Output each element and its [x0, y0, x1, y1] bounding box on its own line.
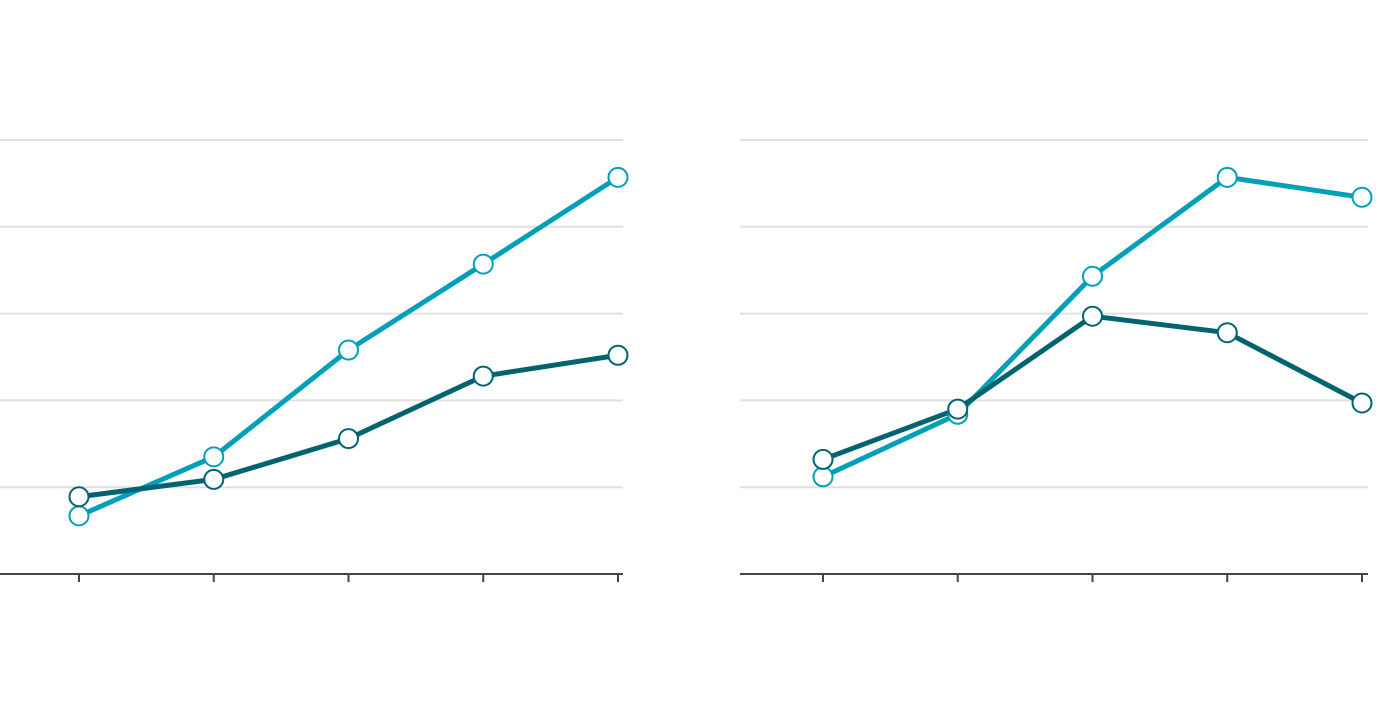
point — [203, 468, 225, 490]
point — [947, 398, 969, 420]
point — [1216, 322, 1238, 344]
point — [607, 166, 629, 188]
point — [68, 505, 90, 527]
point — [1082, 265, 1103, 287]
point — [1216, 166, 1238, 188]
point — [607, 344, 629, 366]
point — [1351, 186, 1373, 208]
series-line — [78, 352, 619, 500]
point — [1082, 305, 1103, 327]
point — [203, 446, 225, 468]
point — [1351, 392, 1373, 414]
point — [338, 339, 359, 361]
point — [472, 365, 494, 387]
point — [68, 486, 90, 508]
point — [338, 428, 359, 450]
point — [472, 253, 494, 275]
point — [812, 466, 834, 488]
point — [812, 448, 834, 470]
